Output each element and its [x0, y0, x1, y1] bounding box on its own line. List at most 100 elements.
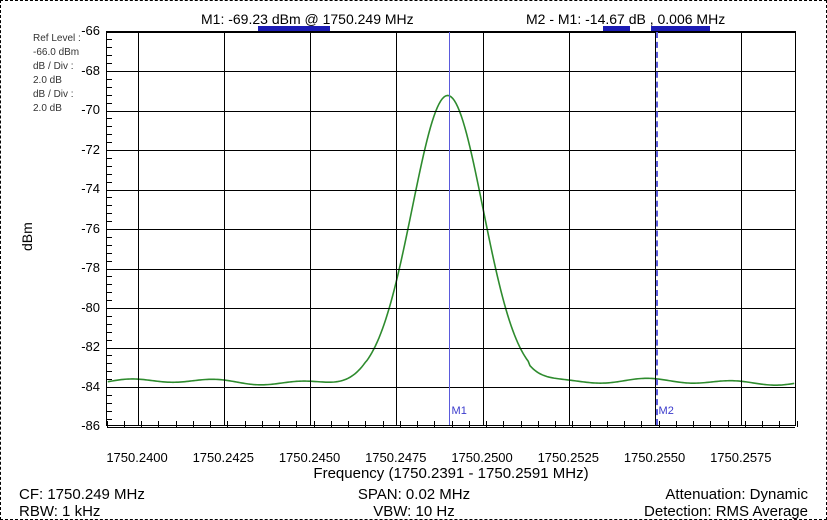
- ref-info-line: Ref Level :: [33, 33, 81, 44]
- x-minor-tick: [538, 421, 539, 427]
- y-minor-tick: [107, 395, 112, 396]
- y-minor-tick: [107, 190, 117, 191]
- x-minor-tick: [728, 421, 729, 427]
- grid-h: [107, 150, 795, 151]
- footer-span: SPAN: 0.02 MHz: [358, 486, 470, 503]
- x-minor-tick: [434, 421, 435, 427]
- y-minor-tick: [107, 205, 112, 206]
- x-tick-label: 1750.2400: [106, 450, 167, 465]
- y-minor-tick: [107, 103, 112, 104]
- y-minor-tick: [107, 47, 112, 48]
- x-minor-tick: [710, 421, 711, 427]
- y-minor-tick: [107, 55, 112, 56]
- x-minor-tick: [141, 421, 142, 427]
- x-minor-tick: [400, 421, 401, 427]
- x-minor-tick: [797, 421, 798, 427]
- y-minor-tick: [107, 284, 112, 285]
- y-minor-tick: [107, 371, 112, 372]
- grid-h: [107, 269, 795, 270]
- x-minor-tick: [348, 421, 349, 427]
- y-tick-label: -86: [66, 418, 100, 433]
- footer-cf: CF: 1750.249 MHz: [19, 486, 145, 503]
- x-axis-label: Frequency (1750.2391 - 1750.2591 MHz): [313, 465, 588, 482]
- x-minor-tick: [693, 421, 694, 427]
- marker-m2: [656, 32, 658, 425]
- y-minor-tick: [107, 39, 112, 40]
- x-minor-tick: [158, 421, 159, 427]
- spectrum-trace: [108, 95, 795, 385]
- y-minor-tick: [107, 324, 112, 325]
- y-minor-tick: [107, 182, 112, 183]
- x-minor-tick: [745, 421, 746, 427]
- x-tick-label: 1750.2475: [365, 450, 426, 465]
- footer-vbw: VBW: 10 Hz: [373, 503, 454, 520]
- y-tick-label: -84: [66, 379, 100, 394]
- y-minor-tick: [107, 79, 112, 80]
- grid-v: [483, 32, 484, 425]
- top-segment: [258, 26, 330, 31]
- ref-info-line: -66.0 dBm: [33, 47, 79, 58]
- x-tick-label: 1750.2550: [624, 450, 685, 465]
- y-minor-tick: [107, 427, 117, 428]
- footer-atten: Attenuation: Dynamic: [665, 486, 808, 503]
- y-tick-label: -76: [66, 221, 100, 236]
- y-minor-tick: [107, 63, 112, 64]
- y-minor-tick: [107, 111, 117, 112]
- x-minor-tick: [193, 421, 194, 427]
- y-minor-tick: [107, 340, 112, 341]
- ref-info-line: dB / Div :: [33, 89, 74, 100]
- x-tick-label: 1750.2525: [538, 450, 599, 465]
- y-tick-label: -80: [66, 300, 100, 315]
- grid-h: [107, 348, 795, 349]
- y-minor-tick: [107, 253, 112, 254]
- x-minor-tick: [296, 421, 297, 427]
- y-minor-tick: [107, 213, 112, 214]
- y-minor-tick: [107, 261, 112, 262]
- x-tick-label: 1750.2450: [279, 450, 340, 465]
- grid-h: [107, 32, 795, 33]
- y-minor-tick: [107, 332, 112, 333]
- marker-m1: [449, 32, 450, 425]
- grid-h: [107, 111, 795, 112]
- y-minor-tick: [107, 158, 112, 159]
- x-minor-tick: [452, 421, 453, 427]
- grid-v: [310, 32, 311, 425]
- y-minor-tick: [107, 150, 117, 151]
- top-segment: [651, 26, 710, 31]
- y-tick-label: -70: [66, 102, 100, 117]
- ref-info-line: 2.0 dB: [33, 75, 62, 86]
- x-minor-tick: [762, 421, 763, 427]
- y-minor-tick: [107, 348, 117, 349]
- y-minor-tick: [107, 308, 117, 309]
- y-minor-tick: [107, 419, 112, 420]
- y-minor-tick: [107, 87, 112, 88]
- x-minor-tick: [659, 421, 660, 427]
- grid-h: [107, 229, 795, 230]
- y-minor-tick: [107, 411, 112, 412]
- marker2-readout: M2 - M1: -14.67 dB , 0.006 MHz: [526, 11, 725, 27]
- y-minor-tick: [107, 229, 117, 230]
- x-minor-tick: [641, 421, 642, 427]
- y-minor-tick: [107, 197, 112, 198]
- analyzer-frame: M1M2 dBm M1: -69.23 dBm @ 1750.249 MHz M…: [0, 0, 827, 520]
- x-tick-label: 1750.2575: [710, 450, 771, 465]
- x-minor-tick: [314, 421, 315, 427]
- ref-info-line: 2.0 dB: [33, 103, 62, 114]
- y-tick-label: -72: [66, 142, 100, 157]
- y-minor-tick: [107, 276, 112, 277]
- x-minor-tick: [779, 421, 780, 427]
- y-minor-tick: [107, 403, 112, 404]
- x-minor-tick: [210, 421, 211, 427]
- x-minor-tick: [227, 421, 228, 427]
- x-minor-tick: [279, 421, 280, 427]
- y-minor-tick: [107, 237, 112, 238]
- marker-label: M1: [452, 405, 467, 417]
- x-minor-tick: [469, 421, 470, 427]
- y-tick-label: -82: [66, 339, 100, 354]
- x-minor-tick: [383, 421, 384, 427]
- y-minor-tick: [107, 379, 112, 380]
- x-minor-tick: [486, 421, 487, 427]
- y-minor-tick: [107, 300, 112, 301]
- y-minor-tick: [107, 363, 112, 364]
- footer-detect: Detection: RMS Average: [644, 503, 808, 520]
